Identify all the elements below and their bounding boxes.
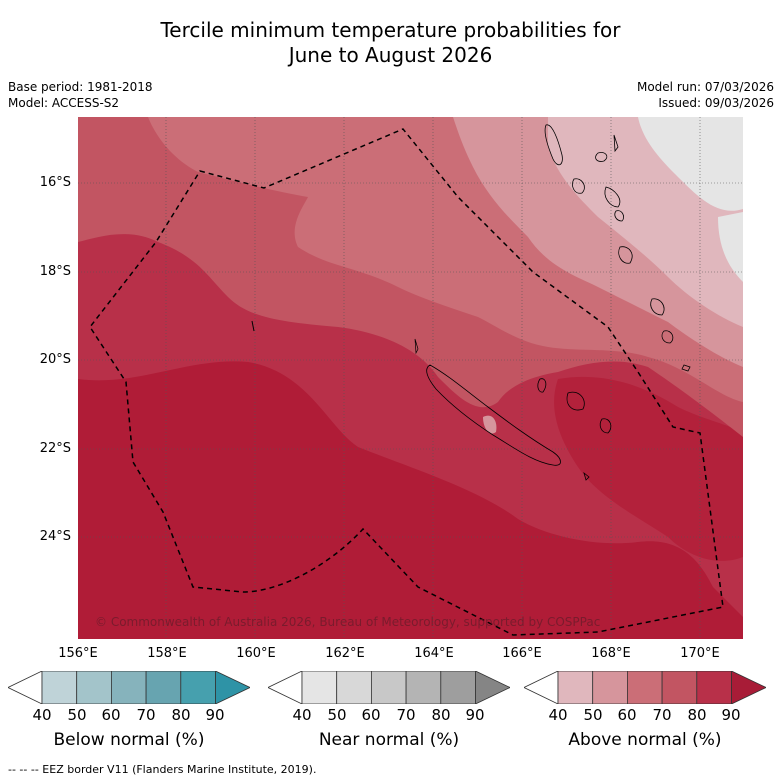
tick-label: 70 <box>136 706 156 724</box>
lon-label-156e: 156°E <box>58 646 98 661</box>
swatch-above-80 <box>661 671 698 704</box>
copyright-text: © Commonwealth of Australia 2026, Bureau… <box>95 615 600 629</box>
eez-legend: -- -- -- EEZ border V11 (Flanders Marine… <box>8 763 317 776</box>
tick-label: 60 <box>361 706 381 724</box>
lat-label-22s: 22°S <box>39 441 71 456</box>
tick-label: 70 <box>396 706 416 724</box>
vanuatu-island-4 <box>604 186 621 208</box>
vanuatu-island-5 <box>614 210 624 222</box>
graticule <box>78 117 743 639</box>
swatch-near-50 <box>301 671 338 704</box>
swatch-near-90 <box>440 671 476 704</box>
model-name: Model: ACCESS-S2 <box>8 96 120 110</box>
islet-3 <box>583 471 590 481</box>
lon-label-158e: 158°E <box>147 646 187 661</box>
tick-label: 60 <box>101 706 121 724</box>
map-svg: © Commonwealth of Australia 2026, Bureau… <box>78 117 743 639</box>
tick-label: 90 <box>205 706 225 724</box>
colorbar-near-title: Near normal (%) <box>318 730 460 750</box>
loyalty-island-3 <box>599 418 612 434</box>
vanuatu-island-2 <box>595 152 608 162</box>
colorbar-below <box>8 671 250 704</box>
title-line-1: Tercile minimum temperature probabilitie… <box>160 18 621 42</box>
swatch-above-50 <box>557 671 594 704</box>
tick-label: 80 <box>171 706 191 724</box>
band-near-normal <box>638 117 743 211</box>
colorbar-above-title: Above normal (%) <box>568 730 722 750</box>
tick-label: 60 <box>617 706 637 724</box>
swatch-near-60 <box>336 671 372 704</box>
loyalty-island-1 <box>537 378 547 393</box>
lat-label-24s: 24°S <box>39 529 71 544</box>
tick-label: 50 <box>67 706 87 724</box>
vanuatu-island-8 <box>661 330 674 344</box>
base-period: Base period: 1981-2018 <box>8 80 153 94</box>
tick-label: 90 <box>721 706 741 724</box>
vanuatu-island-7 <box>650 298 665 316</box>
colorbar-above <box>524 671 766 704</box>
title-line-2: June to August 2026 <box>288 43 493 67</box>
tick-label: 80 <box>687 706 707 724</box>
vanuatu-island-10 <box>613 134 619 153</box>
swatch-below-max <box>215 671 250 704</box>
band-near-normal-2 <box>718 212 743 282</box>
model-run: Model run: 07/03/2026 <box>636 80 774 94</box>
colorbar-below-title: Below normal (%) <box>53 730 205 750</box>
lat-label-20s: 20°S <box>39 352 71 367</box>
tick-label: 40 <box>32 706 52 724</box>
vanuatu-island-6 <box>618 246 633 264</box>
probability-map: © Commonwealth of Australia 2026, Bureau… <box>78 117 743 639</box>
vanuatu-island-9 <box>681 364 691 372</box>
swatch-above-max <box>731 671 766 704</box>
lon-label-162e: 162°E <box>325 646 365 661</box>
swatch-above-60 <box>592 671 628 704</box>
lon-label-170e: 170°E <box>680 646 720 661</box>
swatch-near-70 <box>371 671 407 704</box>
new-caledonia-island <box>426 364 561 466</box>
lon-label-164e: 164°E <box>414 646 454 661</box>
band-above-85-east <box>554 376 743 561</box>
lon-label-160e: 160°E <box>236 646 276 661</box>
band-patch <box>483 415 497 434</box>
swatch-below-60 <box>76 671 112 704</box>
meta-right: Model run: 07/03/2026 Issued: 09/03/2026 <box>637 79 774 111</box>
swatch-below-50 <box>41 671 78 704</box>
vanuatu-island-1 <box>544 124 563 166</box>
lat-label-18s: 18°S <box>39 264 71 279</box>
swatch-below-70 <box>111 671 147 704</box>
swatch-below-90 <box>180 671 216 704</box>
tick-label: 40 <box>292 706 312 724</box>
tick-label: 90 <box>465 706 485 724</box>
chart-title: Tercile minimum temperature probabilitie… <box>0 18 781 68</box>
issued-date: Issued: 09/03/2026 <box>658 96 774 110</box>
islet <box>414 338 419 355</box>
swatch-above-90 <box>696 671 732 704</box>
band-above-90 <box>78 361 743 639</box>
meta-left: Base period: 1981-2018 Model: ACCESS-S2 <box>8 79 153 111</box>
swatch-above-70 <box>627 671 663 704</box>
vanuatu-island-3 <box>572 178 585 194</box>
tick-label: 80 <box>431 706 451 724</box>
lon-label-166e: 166°E <box>502 646 542 661</box>
swatch-near-max <box>475 671 510 704</box>
eez-border <box>89 128 724 636</box>
swatch-below-80 <box>145 671 182 704</box>
colorbar-near <box>268 671 510 704</box>
lon-label-168e: 168°E <box>591 646 631 661</box>
tick-label: 50 <box>327 706 347 724</box>
tick-label: 40 <box>548 706 568 724</box>
loyalty-island-2 <box>566 391 585 411</box>
lat-label-16s: 16°S <box>39 175 71 190</box>
islet-2 <box>251 320 255 332</box>
tick-label: 50 <box>583 706 603 724</box>
tick-label: 70 <box>652 706 672 724</box>
swatch-near-80 <box>405 671 442 704</box>
